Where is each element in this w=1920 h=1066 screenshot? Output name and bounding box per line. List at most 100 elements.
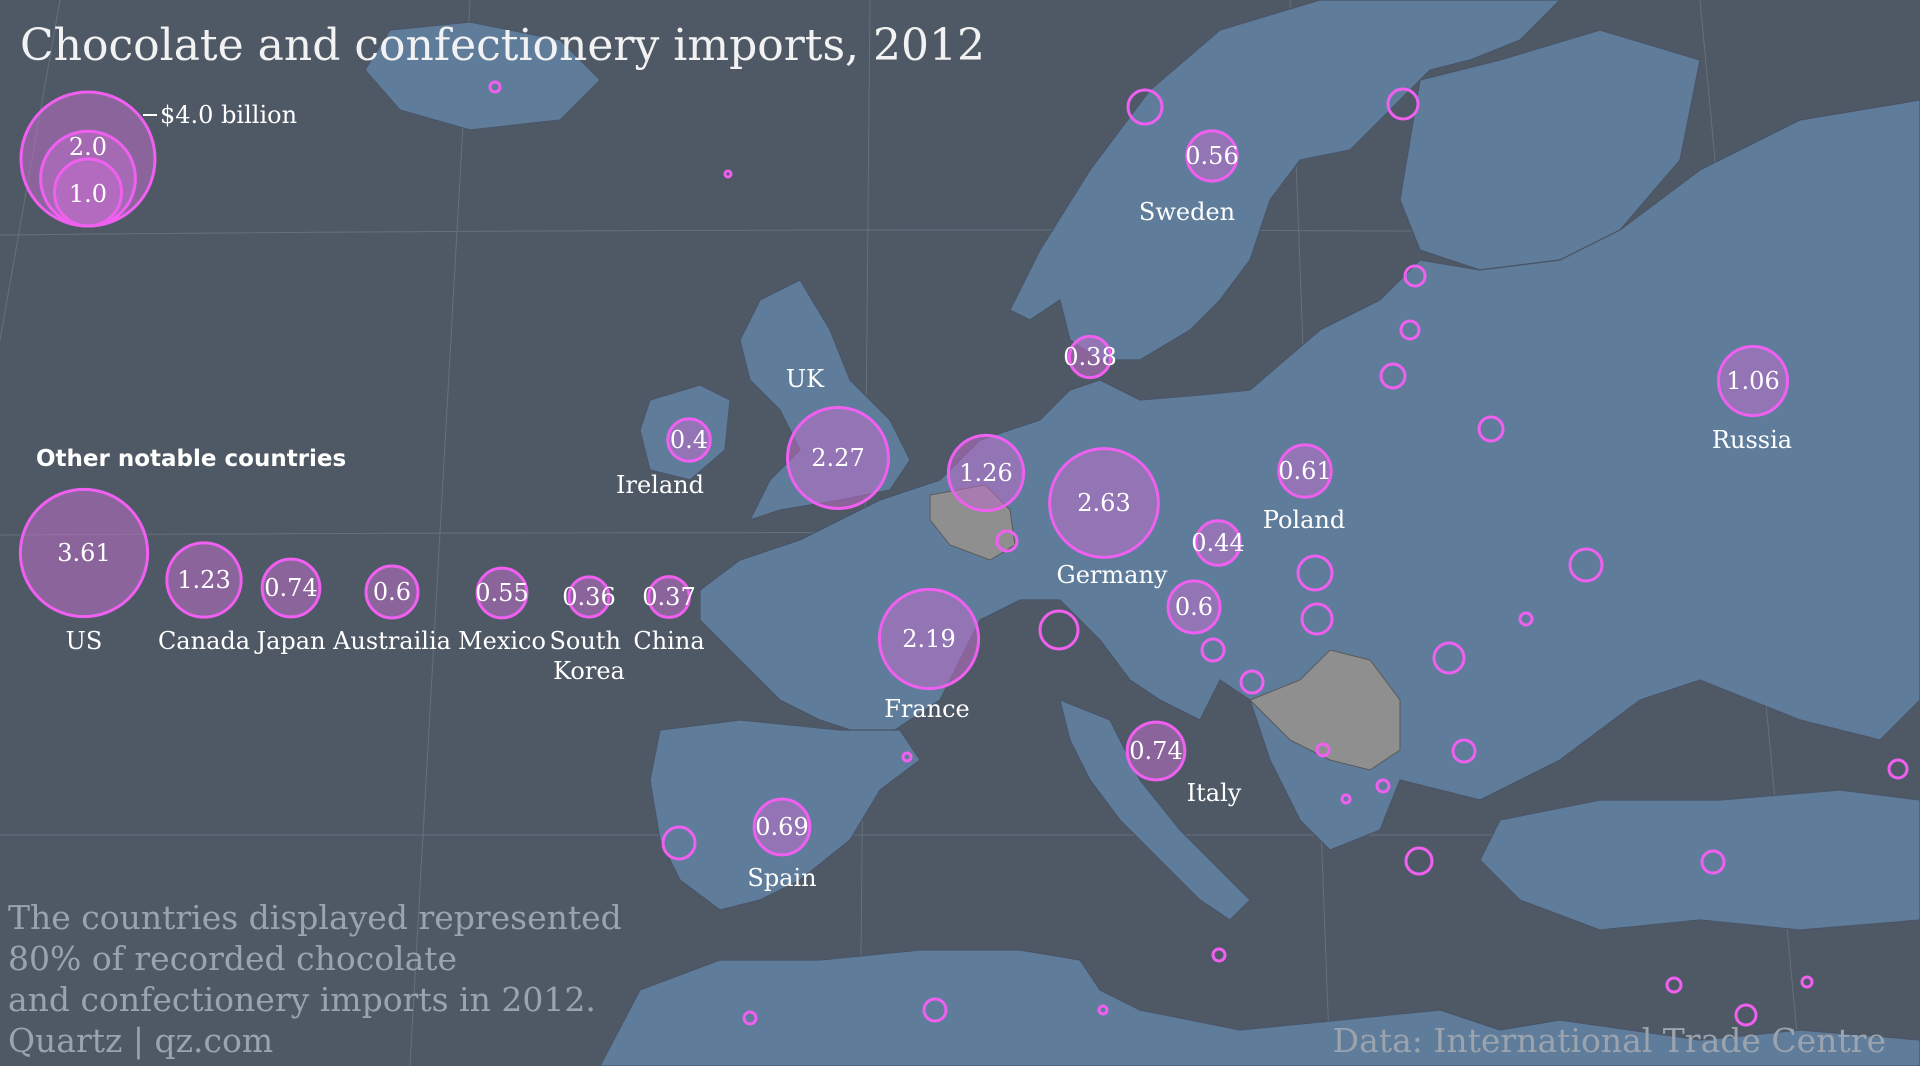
- other-0-bubble: [18, 487, 150, 619]
- label-south-korea: South Korea: [549, 627, 628, 685]
- legend-max-label: $4.0 billion: [160, 101, 297, 129]
- other-1-bubble: [165, 541, 243, 619]
- minor-marker: [1038, 609, 1080, 651]
- mapped-5-bubble: [1185, 129, 1239, 183]
- other-country-labels: US Canada Japan Austrailia Mexico South …: [66, 627, 705, 685]
- minor-marker: [742, 1010, 758, 1026]
- minor-marker: [661, 825, 697, 861]
- mapped-3-bubble: [1048, 447, 1160, 559]
- minor-marker: [723, 169, 733, 179]
- label-russia: Russia: [1712, 426, 1792, 454]
- mapped-9-bubble: [1166, 579, 1222, 635]
- minor-marker: [1200, 637, 1226, 663]
- mapped-7-bubble: [1277, 443, 1333, 499]
- mapped-7-value: 0.61: [1278, 457, 1331, 485]
- minor-marker: [1296, 554, 1334, 592]
- minor-marker: [488, 80, 502, 94]
- mapped-10-value: 0.74: [1129, 737, 1182, 765]
- minor-marker: [1800, 975, 1814, 989]
- minor-marker: [1399, 319, 1421, 341]
- minor-marker: [1477, 415, 1505, 443]
- label-germany: Germany: [1057, 561, 1168, 589]
- label-south-korea-line1: South: [549, 627, 620, 655]
- label-us: US: [66, 627, 103, 655]
- minor-marker: [995, 529, 1019, 553]
- minor-marker: [1568, 547, 1604, 583]
- credit: Quartz | qz.com: [8, 1021, 273, 1060]
- label-sweden: Sweden: [1139, 198, 1235, 226]
- mapped-11-bubble: [752, 797, 812, 857]
- note-line-1: The countries displayed represented: [8, 898, 622, 937]
- minor-marker: [1340, 793, 1352, 805]
- north-africa-land: [599, 949, 1920, 1066]
- label-italy: Italy: [1187, 779, 1242, 807]
- label-mexico: Mexico: [458, 627, 546, 655]
- other-2-value: 0.74: [264, 574, 317, 602]
- minor-marker: [1375, 778, 1391, 794]
- other-countries-header: Other notable countries: [36, 446, 346, 472]
- mapped-8-value: 0.44: [1191, 529, 1244, 557]
- other-6-value: 0.37: [642, 583, 695, 611]
- minor-marker: [1239, 669, 1265, 695]
- minor-marker: [922, 997, 948, 1023]
- minor-marker: [901, 751, 913, 763]
- mapped-0-value: 2.27: [811, 444, 864, 472]
- label-japan: Japan: [253, 627, 325, 655]
- legend-circle-1: [53, 157, 123, 228]
- minor-marker: [1126, 88, 1164, 126]
- iceland-land: [364, 21, 601, 131]
- size-legend: $4.0 billion 2.0 1.0: [19, 90, 297, 228]
- mapped-10-bubble: [1125, 720, 1187, 782]
- other-5-value: 0.36: [562, 583, 615, 611]
- mapped-4-value: 2.19: [902, 625, 955, 653]
- label-uk: UK: [786, 365, 825, 393]
- mapped-0-bubble: [786, 406, 890, 510]
- mapped-4-bubble: [877, 587, 981, 691]
- mapped-3-value: 2.63: [1077, 489, 1130, 517]
- minor-marker: [1700, 849, 1726, 875]
- other-1-value: 1.23: [177, 566, 230, 594]
- minor-marker: [1300, 602, 1334, 636]
- minor-marker: [1432, 641, 1466, 675]
- label-ireland: Ireland: [616, 471, 704, 499]
- chart-title: Chocolate and confectionery imports, 201…: [20, 20, 985, 71]
- other-3-value: 0.6: [373, 578, 411, 606]
- label-canada: Canada: [158, 627, 250, 655]
- legend-min-label: 1.0: [69, 180, 107, 208]
- mapped-2-value: 1.26: [959, 459, 1012, 487]
- minor-marker: [1451, 738, 1477, 764]
- minor-marker: [1404, 846, 1434, 876]
- minor-marker: [1665, 976, 1683, 994]
- minor-marker: [1518, 611, 1534, 627]
- mapped-11-value: 0.69: [755, 813, 808, 841]
- italy-land: [1059, 699, 1251, 921]
- legend-mid-label: 2.0: [69, 133, 107, 161]
- other-3-bubble: [364, 564, 420, 620]
- mapped-8-bubble: [1194, 519, 1242, 567]
- label-france: France: [884, 695, 970, 723]
- note-line-3: and confectionery imports in 2012.: [8, 980, 596, 1019]
- anatolia-land: [1479, 789, 1920, 931]
- minor-marker: [1386, 87, 1420, 121]
- minor-marker: [1315, 742, 1331, 758]
- mapped-12-value: 1.06: [1726, 367, 1779, 395]
- minor-markers: [488, 80, 1909, 1027]
- mapped-5-value: 0.56: [1185, 142, 1238, 170]
- other-0-value: 3.61: [57, 539, 110, 567]
- other-2-bubble: [260, 557, 322, 619]
- label-poland: Poland: [1263, 506, 1345, 534]
- label-spain: Spain: [747, 864, 816, 892]
- label-south-korea-line2: Korea: [553, 657, 625, 685]
- other-4-value: 0.55: [475, 579, 528, 607]
- mapped-1-bubble: [666, 417, 712, 463]
- minor-marker: [1403, 264, 1427, 288]
- country-labels: UK Ireland Germany France Sweden Poland …: [616, 198, 1792, 892]
- other-5-bubble: [567, 575, 611, 619]
- footnote: The countries displayed represented 80% …: [8, 898, 1886, 1060]
- other-4-bubble: [475, 566, 529, 620]
- mapped-6-bubble: [1067, 334, 1113, 380]
- mapped-6-value: 0.38: [1063, 343, 1116, 371]
- minor-marker: [1887, 758, 1909, 780]
